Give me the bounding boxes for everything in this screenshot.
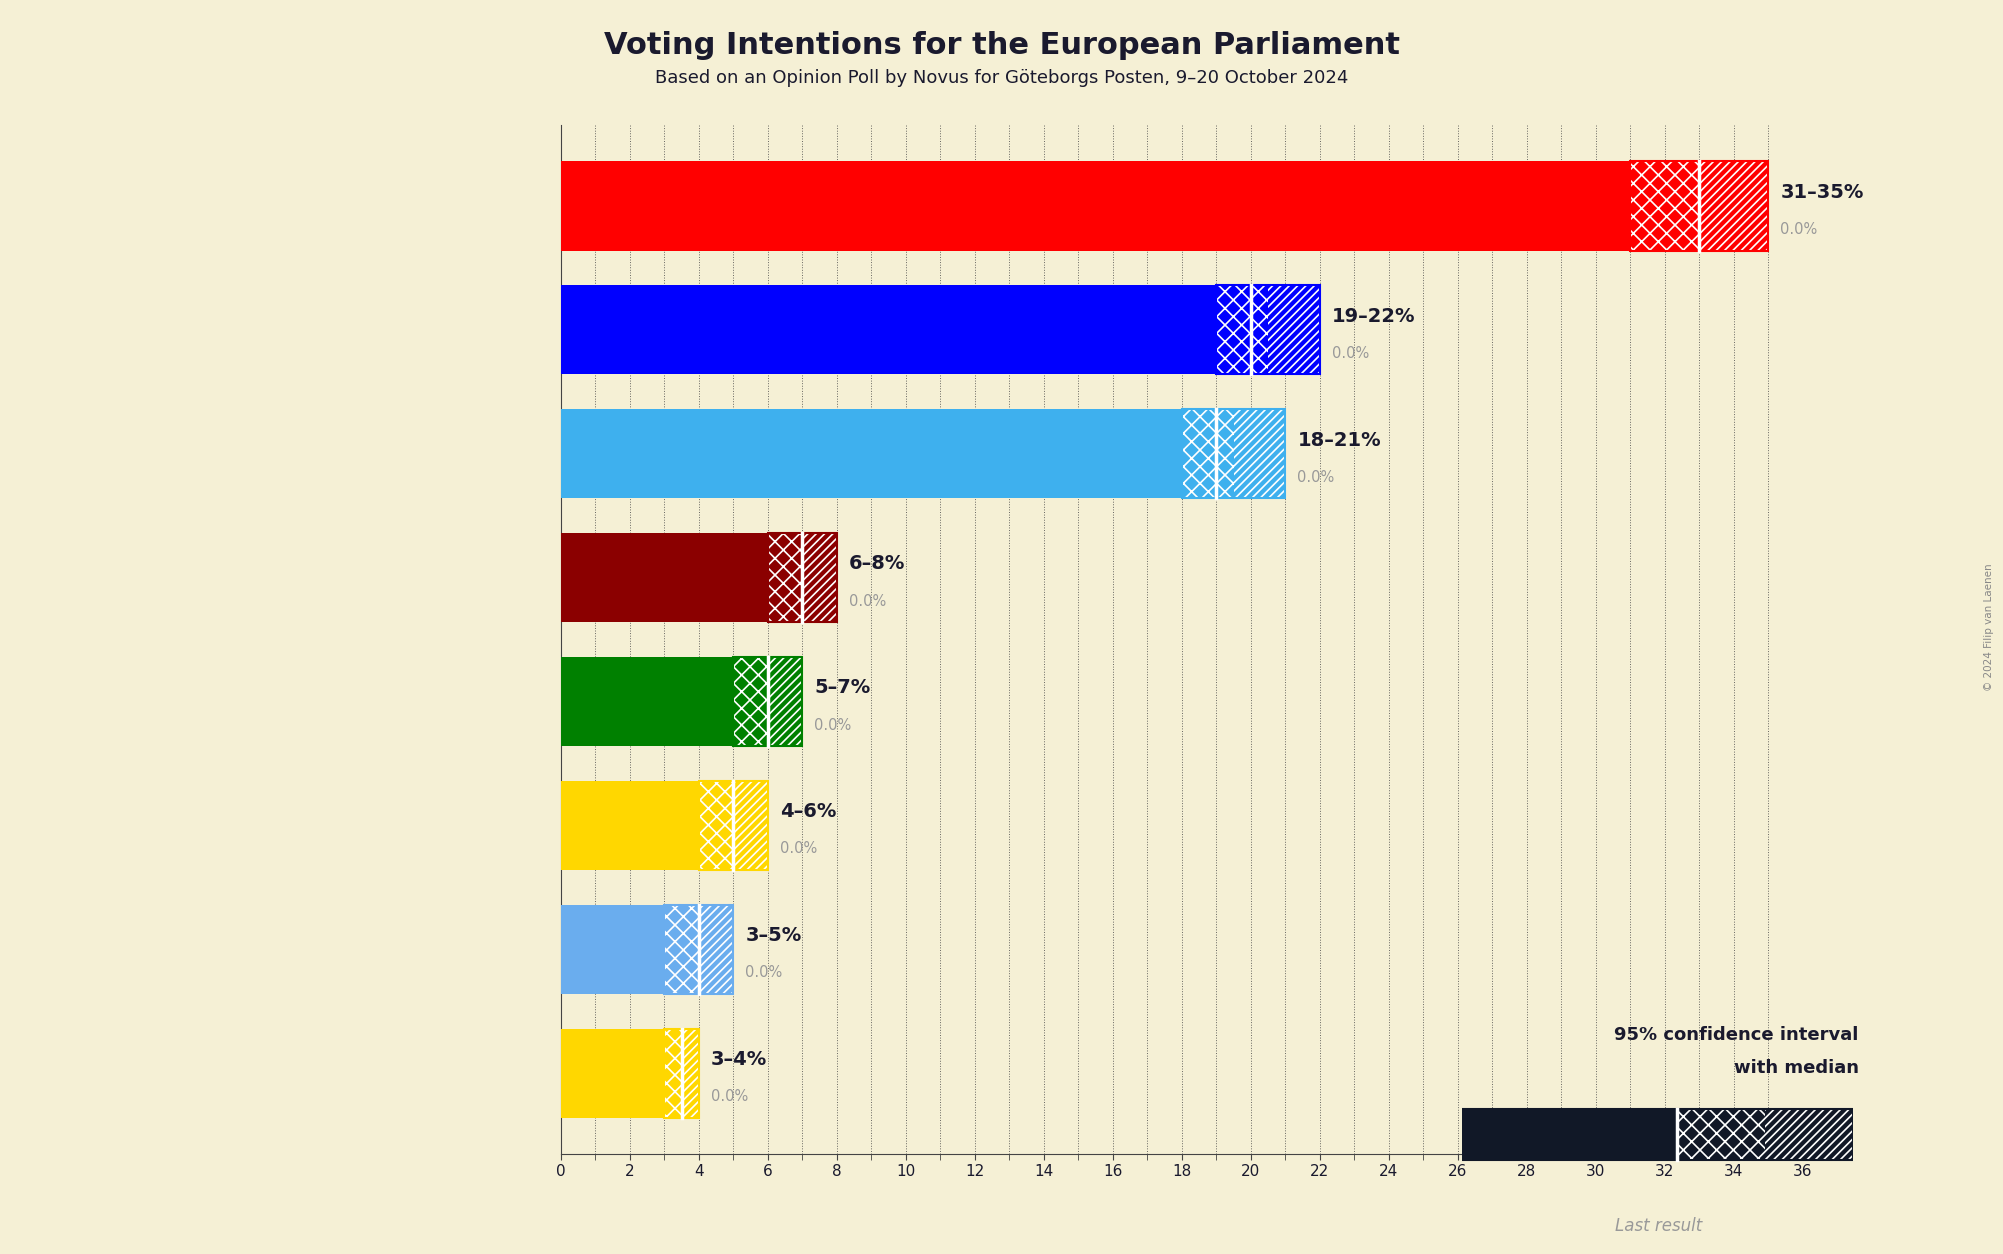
- Bar: [1462, 1109, 1677, 1160]
- Bar: [665, 1028, 681, 1117]
- Text: 0.0%: 0.0%: [1781, 222, 1817, 237]
- Bar: [1216, 285, 1320, 375]
- Text: 0.0%: 0.0%: [1332, 346, 1370, 361]
- Text: 18–21%: 18–21%: [1298, 430, 1380, 450]
- Bar: [561, 904, 665, 994]
- Bar: [1462, 1109, 1853, 1160]
- Bar: [561, 285, 1216, 375]
- Text: Based on an Opinion Poll by Novus for Göteborgs Posten, 9–20 October 2024: Based on an Opinion Poll by Novus for Gö…: [655, 69, 1348, 87]
- Text: 6–8%: 6–8%: [849, 554, 905, 573]
- Bar: [1630, 162, 1769, 251]
- Bar: [767, 533, 803, 622]
- Text: 3–4%: 3–4%: [711, 1050, 767, 1068]
- Bar: [561, 533, 767, 622]
- Text: 0.0%: 0.0%: [849, 593, 885, 608]
- Bar: [803, 533, 837, 622]
- Text: 95% confidence interval: 95% confidence interval: [1614, 1026, 1859, 1043]
- Bar: [1268, 285, 1320, 375]
- Bar: [1216, 285, 1268, 375]
- Bar: [699, 904, 733, 994]
- Text: 19–22%: 19–22%: [1332, 307, 1416, 326]
- Text: Last result: Last result: [1614, 1218, 1703, 1235]
- Text: 31–35%: 31–35%: [1781, 183, 1863, 202]
- Bar: [1182, 409, 1286, 498]
- Bar: [1699, 162, 1769, 251]
- Bar: [561, 162, 1630, 251]
- Text: 3–5%: 3–5%: [745, 927, 801, 946]
- Bar: [1677, 1109, 1765, 1160]
- Bar: [561, 1028, 665, 1117]
- Text: 0.0%: 0.0%: [711, 1090, 749, 1105]
- Text: 0.0%: 0.0%: [1298, 470, 1334, 485]
- Bar: [1630, 162, 1699, 251]
- Bar: [699, 781, 733, 870]
- Bar: [733, 657, 767, 746]
- Bar: [699, 781, 767, 870]
- Bar: [767, 657, 803, 746]
- Bar: [681, 1028, 699, 1117]
- Bar: [767, 533, 837, 622]
- Bar: [1182, 409, 1234, 498]
- Text: © 2024 Filip van Laenen: © 2024 Filip van Laenen: [1985, 563, 1993, 691]
- Text: 5–7%: 5–7%: [815, 678, 871, 697]
- Bar: [665, 1028, 699, 1117]
- Text: 0.0%: 0.0%: [779, 841, 817, 856]
- Bar: [1234, 409, 1286, 498]
- Bar: [1765, 1109, 1853, 1160]
- Bar: [665, 904, 733, 994]
- Text: with median: with median: [1735, 1060, 1859, 1077]
- Bar: [733, 781, 767, 870]
- Text: 0.0%: 0.0%: [815, 717, 851, 732]
- Text: Voting Intentions for the European Parliament: Voting Intentions for the European Parli…: [603, 31, 1400, 60]
- Text: 0.0%: 0.0%: [745, 966, 783, 981]
- Bar: [561, 781, 699, 870]
- Bar: [561, 657, 733, 746]
- Text: 4–6%: 4–6%: [779, 803, 837, 821]
- Bar: [733, 657, 803, 746]
- Bar: [561, 409, 1182, 498]
- Bar: [665, 904, 699, 994]
